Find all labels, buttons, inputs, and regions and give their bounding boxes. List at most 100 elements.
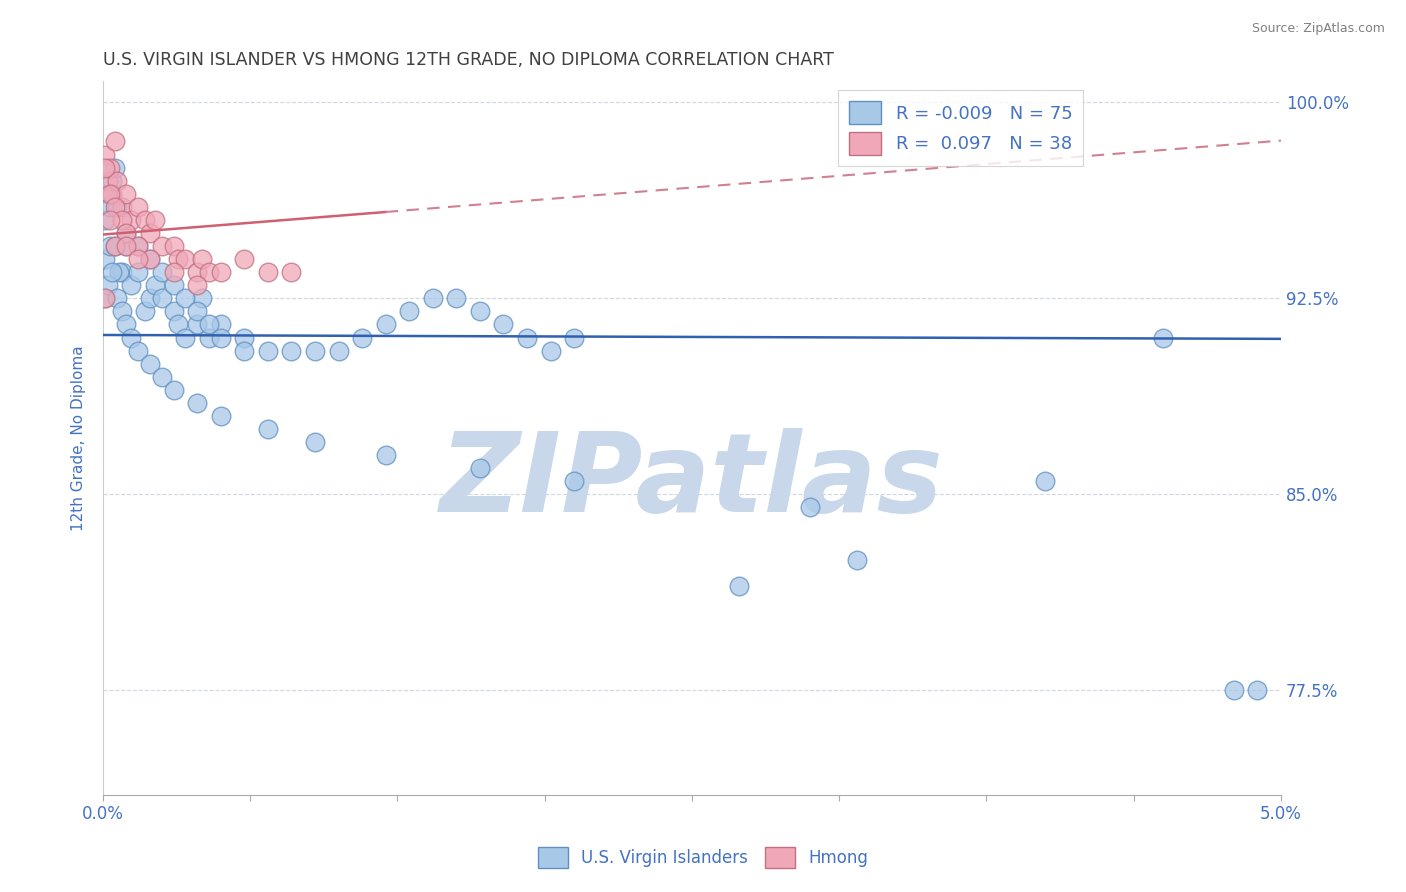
Point xyxy=(97,186,120,201)
Point xyxy=(139,252,162,266)
Point xyxy=(98,239,121,253)
Point xyxy=(174,291,197,305)
Point xyxy=(120,330,142,344)
Point xyxy=(280,343,302,358)
Point xyxy=(186,304,208,318)
Point xyxy=(845,553,868,567)
Point xyxy=(540,343,562,358)
Point xyxy=(174,330,197,344)
Point xyxy=(233,330,256,344)
Point xyxy=(304,343,326,358)
Point xyxy=(186,396,208,410)
Point xyxy=(468,461,491,475)
Point xyxy=(162,278,184,293)
Point xyxy=(127,265,149,279)
Point xyxy=(127,200,149,214)
Point xyxy=(127,239,149,253)
Point xyxy=(186,265,208,279)
Point xyxy=(209,265,232,279)
Point xyxy=(120,213,142,227)
Point xyxy=(94,213,117,227)
Point xyxy=(97,278,120,293)
Point xyxy=(209,318,232,332)
Point xyxy=(799,500,821,515)
Point xyxy=(105,291,128,305)
Point xyxy=(1152,330,1174,344)
Point xyxy=(127,343,149,358)
Point xyxy=(115,186,138,201)
Point xyxy=(352,330,374,344)
Text: ZIPatlas: ZIPatlas xyxy=(440,427,943,534)
Point xyxy=(492,318,515,332)
Point xyxy=(98,186,121,201)
Point xyxy=(162,239,184,253)
Point xyxy=(1033,475,1056,489)
Point xyxy=(256,343,278,358)
Point xyxy=(111,304,134,318)
Point xyxy=(256,265,278,279)
Legend: U.S. Virgin Islanders, Hmong: U.S. Virgin Islanders, Hmong xyxy=(531,840,875,875)
Point xyxy=(115,318,138,332)
Point xyxy=(104,239,127,253)
Point xyxy=(94,291,117,305)
Point xyxy=(115,226,138,240)
Point xyxy=(139,226,162,240)
Point xyxy=(209,330,232,344)
Point xyxy=(728,579,751,593)
Point xyxy=(562,330,585,344)
Point xyxy=(98,200,121,214)
Point xyxy=(105,174,128,188)
Point xyxy=(256,422,278,436)
Point xyxy=(101,174,124,188)
Point xyxy=(111,213,134,227)
Point xyxy=(233,343,256,358)
Point xyxy=(167,252,190,266)
Text: Source: ZipAtlas.com: Source: ZipAtlas.com xyxy=(1251,22,1385,36)
Point xyxy=(191,252,214,266)
Point xyxy=(150,239,173,253)
Point xyxy=(468,304,491,318)
Point xyxy=(150,291,173,305)
Point xyxy=(150,265,173,279)
Point xyxy=(162,265,184,279)
Point xyxy=(139,252,162,266)
Point xyxy=(120,278,142,293)
Point xyxy=(94,147,117,161)
Point xyxy=(115,239,138,253)
Point xyxy=(139,291,162,305)
Point xyxy=(104,200,127,214)
Point xyxy=(516,330,538,344)
Point xyxy=(304,435,326,450)
Point xyxy=(108,265,131,279)
Legend: R = -0.009   N = 75, R =  0.097   N = 38: R = -0.009 N = 75, R = 0.097 N = 38 xyxy=(838,90,1084,166)
Point xyxy=(1246,683,1268,698)
Point xyxy=(209,409,232,423)
Point xyxy=(198,330,221,344)
Point xyxy=(94,291,117,305)
Point xyxy=(98,161,121,175)
Point xyxy=(1223,683,1246,698)
Point xyxy=(111,265,134,279)
Point xyxy=(233,252,256,266)
Point xyxy=(562,475,585,489)
Point xyxy=(191,291,214,305)
Point xyxy=(134,304,156,318)
Point xyxy=(143,213,166,227)
Point xyxy=(134,213,156,227)
Point xyxy=(104,161,127,175)
Point xyxy=(422,291,444,305)
Point xyxy=(94,252,117,266)
Point xyxy=(101,186,124,201)
Point xyxy=(167,318,190,332)
Point xyxy=(162,304,184,318)
Point xyxy=(94,161,117,175)
Point xyxy=(97,174,120,188)
Point xyxy=(446,291,468,305)
Text: U.S. VIRGIN ISLANDER VS HMONG 12TH GRADE, NO DIPLOMA CORRELATION CHART: U.S. VIRGIN ISLANDER VS HMONG 12TH GRADE… xyxy=(103,51,834,69)
Point xyxy=(127,252,149,266)
Point xyxy=(198,318,221,332)
Point xyxy=(374,318,396,332)
Point xyxy=(105,200,128,214)
Point xyxy=(150,369,173,384)
Point xyxy=(398,304,420,318)
